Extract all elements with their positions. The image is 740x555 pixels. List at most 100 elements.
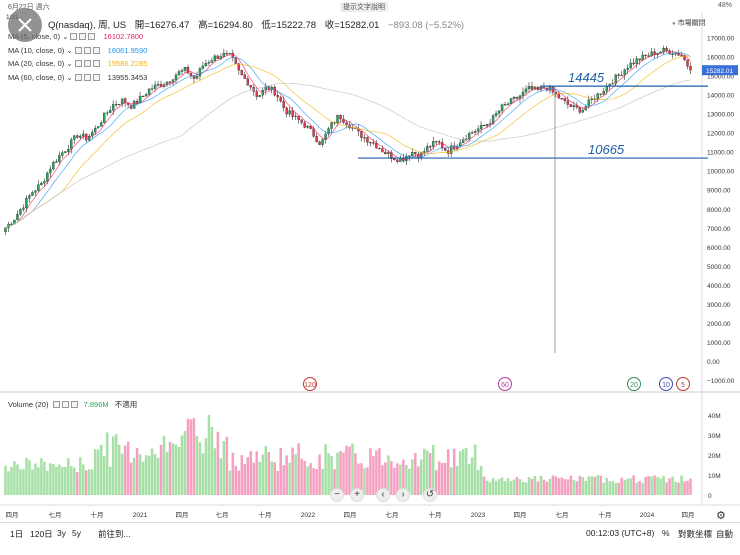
remove-icon[interactable] <box>92 73 100 81</box>
range-120d-button[interactable]: 120日 <box>30 529 53 539</box>
volume-bar <box>366 467 369 495</box>
remove-icon[interactable] <box>70 401 78 408</box>
settings-icon[interactable] <box>79 33 87 40</box>
scroll-left-button[interactable]: ‹ <box>376 488 390 502</box>
symbol-name[interactable]: Q(nasdaq), 周, US <box>48 20 127 31</box>
zoom-out-button[interactable]: − <box>330 488 344 502</box>
volume-bar <box>390 461 393 495</box>
price-tick-label: 8000.00 <box>707 207 731 214</box>
volume-bar <box>300 458 303 495</box>
goto-button[interactable]: 前往到... <box>98 529 131 539</box>
range-3y-button[interactable]: 3y <box>57 528 66 538</box>
remove-icon[interactable] <box>92 60 100 67</box>
volume-bar <box>584 480 588 495</box>
high-value: 高=16294.80 <box>198 20 253 31</box>
candle-body <box>49 168 52 174</box>
volume-bar <box>255 451 259 495</box>
volume-bar <box>605 477 609 495</box>
volume-bar <box>46 470 49 495</box>
volume-bars <box>4 415 692 495</box>
ma-legend-row[interactable]: MA (60, close, 0) ⌄ 13955.3453 <box>8 72 148 82</box>
volume-bar <box>575 481 579 495</box>
ma-legend-row[interactable]: MA (20, close, 0) ⌄ 15586.2285 <box>8 59 148 68</box>
volume-bar <box>554 476 558 495</box>
ma-period-marker[interactable] <box>676 377 690 391</box>
volume-label[interactable]: Volume (20) <box>8 400 49 409</box>
ma5-line <box>5 51 691 229</box>
range-5y-button[interactable]: 5y <box>72 528 81 538</box>
reset-button[interactable]: ↺ <box>423 488 437 502</box>
candle-body <box>264 86 267 91</box>
candle-body <box>31 192 34 196</box>
candle-body <box>177 71 181 76</box>
volume-bar <box>276 470 279 495</box>
price-chart[interactable]: 17000.00 16000.00 15000.00 14000.00 13000.00… <box>0 0 740 522</box>
candle-body <box>312 128 315 137</box>
clock-display[interactable]: 00:12:03 (UTC+8) <box>586 528 655 538</box>
volume-bar <box>533 476 537 495</box>
candle-body <box>19 209 22 215</box>
candle-body <box>192 75 196 79</box>
volume-bar <box>363 468 366 495</box>
ma-period-marker[interactable] <box>627 377 641 391</box>
zoom-in-button[interactable]: + <box>350 488 364 502</box>
volume-bar <box>629 478 632 495</box>
candles <box>4 45 692 236</box>
volume-bar <box>620 477 623 495</box>
volume-bar <box>330 456 333 495</box>
close-button[interactable] <box>8 8 42 42</box>
eye-icon[interactable] <box>70 33 78 40</box>
candle-body <box>67 149 70 152</box>
ma-legend-row[interactable]: MA (10, close, 0) ⌄ 16061.9590 <box>8 45 148 55</box>
candle-body <box>150 88 154 90</box>
volume-bar <box>31 469 34 495</box>
volume-bar <box>680 475 683 495</box>
volume-bar <box>402 459 405 495</box>
settings-icon[interactable] <box>83 60 91 67</box>
volume-bar <box>306 466 309 495</box>
volume-tick-label: 30M <box>708 433 721 440</box>
candle-body <box>58 155 61 162</box>
candle-body <box>444 147 447 151</box>
remove-icon[interactable] <box>92 46 100 54</box>
ma-label[interactable]: MA (20, close, 0) <box>8 59 65 68</box>
price-tick-label: 6000.00 <box>707 245 731 252</box>
eye-icon[interactable] <box>52 401 60 408</box>
volume-bar <box>491 478 495 495</box>
ma-period-marker[interactable] <box>498 377 512 391</box>
eye-icon[interactable] <box>74 73 82 81</box>
volume-bar <box>168 442 172 495</box>
settings-icon[interactable] <box>83 46 91 54</box>
log-scale-toggle[interactable]: 對數坐標 <box>678 529 713 539</box>
candle-body <box>297 115 300 120</box>
candle-body <box>174 74 178 80</box>
auto-scale-toggle[interactable]: 自動 <box>716 529 734 539</box>
volume-bar <box>183 431 187 495</box>
ma-period-marker[interactable] <box>659 377 673 391</box>
ma-period-marker[interactable] <box>303 377 317 391</box>
range-1d-button[interactable]: 1日 <box>10 529 24 539</box>
ma-label[interactable]: MA (10, close, 0) <box>8 45 65 55</box>
remove-icon[interactable] <box>88 33 96 40</box>
eye-icon[interactable] <box>74 46 82 54</box>
candle-body <box>156 84 160 86</box>
settings-icon[interactable] <box>83 73 91 81</box>
volume-bar <box>396 463 399 495</box>
time-tick-label: 2024 <box>640 512 655 519</box>
volume-bar <box>258 461 262 495</box>
ma-label[interactable]: MA (60, close, 0) <box>8 72 65 82</box>
gear-icon[interactable]: ⚙ <box>716 510 726 522</box>
eye-icon[interactable] <box>74 60 82 67</box>
volume-bar <box>548 478 552 495</box>
percent-toggle[interactable]: % <box>662 528 670 538</box>
volume-bar <box>25 457 28 495</box>
scroll-right-button[interactable]: › <box>396 488 410 502</box>
volume-bar <box>458 451 462 495</box>
price-tick-label: 5000.00 <box>707 264 731 271</box>
candle-body <box>28 195 31 199</box>
current-price-tag <box>702 65 738 76</box>
candle-body <box>384 151 387 155</box>
time-tick-label: 七月 <box>556 510 569 519</box>
volume-bar <box>449 467 453 495</box>
settings-icon[interactable] <box>61 401 69 408</box>
